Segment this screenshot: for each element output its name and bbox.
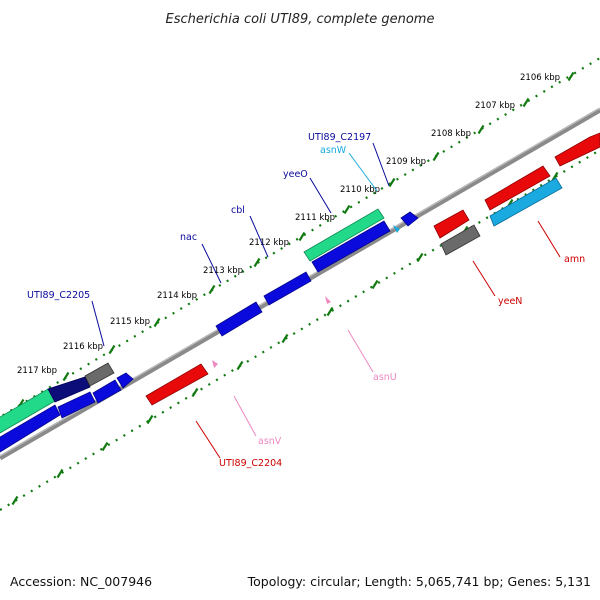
tick-label-2109: 2109 kbp [386,157,426,167]
gene-blue-left-b [92,379,122,404]
gene-cyan-amn [489,177,563,227]
gene-navy-left [47,376,91,403]
gene-gray-yeeN [440,224,481,256]
reverse-strand-genes [145,132,600,406]
tick-label-2111: 2111 kbp [295,213,335,223]
tick-label-2108: 2108 kbp [431,129,471,139]
tick-label-2107: 2107 kbp [475,101,515,111]
gene-blue-left-a [57,391,96,419]
trna-asnW-marker [393,225,400,233]
map-title: Escherichia coli UTI89, complete genome [166,12,435,27]
gene-red-amn-a [554,132,600,167]
gene-label-cbl[interactable]: cbl [231,205,245,216]
tick-label-2110: 2110 kbp [340,185,380,195]
gene-label-nac[interactable]: nac [180,232,197,243]
gene-green-yeeO-region [303,208,385,262]
tick-label-2114: 2114 kbp [157,291,197,301]
forward-strand-genes [0,208,419,453]
gene-label-UTI89_C2197[interactable]: UTI89_C2197 [308,132,371,143]
trna-asnU-marker [325,296,331,304]
gene-label-amn[interactable]: amn [564,254,585,265]
tick-label-2113: 2113 kbp [203,266,243,276]
gene-label-yeeO[interactable]: yeeO [283,169,308,180]
gene-blue-yeeO [311,220,391,273]
gene-label-asnV[interactable]: asnV [258,436,282,447]
gene-label-asnU[interactable]: asnU [373,372,397,383]
gene-blue-small-top [400,211,419,227]
label-leader-lines [91,142,561,459]
tick-label-2116: 2116 kbp [63,342,103,352]
gene-blue-cbl [263,271,312,306]
accession-text: Accession: NC_007946 [10,574,152,589]
gene-red-UTI89_C2204 [145,363,209,406]
gene-red-yeeN-a [433,209,470,239]
gene-label-yeeN[interactable]: yeeN [498,296,522,307]
gene-labels: UTI89_C2197 asnW yeeO cbl nac UTI89_C220… [27,132,585,469]
gene-label-UTI89_C2204[interactable]: UTI89_C2204 [219,458,282,469]
tick-label-2106: 2106 kbp [520,73,560,83]
topology-text: Topology: circular; Length: 5,065,741 bp… [247,574,591,589]
tick-labels: 2106 kbp 2107 kbp 2108 kbp 2109 kbp 2110… [17,73,560,376]
gene-blue-nac [215,301,263,337]
tick-label-2117: 2117 kbp [17,366,57,376]
tick-label-2112: 2112 kbp [249,238,289,248]
gene-blue-left-c [116,372,134,389]
gene-label-asnW[interactable]: asnW [320,145,347,156]
gene-label-UTI89_C2205[interactable]: UTI89_C2205 [27,290,90,301]
gene-gray-UTI89_C2205 [84,362,115,387]
outer-dotted-ring [0,57,600,419]
trna-asnV-marker [212,360,218,368]
gene-blue-far-left [0,404,61,453]
tick-label-2115: 2115 kbp [110,317,150,327]
gene-red-amn-b [484,165,551,211]
